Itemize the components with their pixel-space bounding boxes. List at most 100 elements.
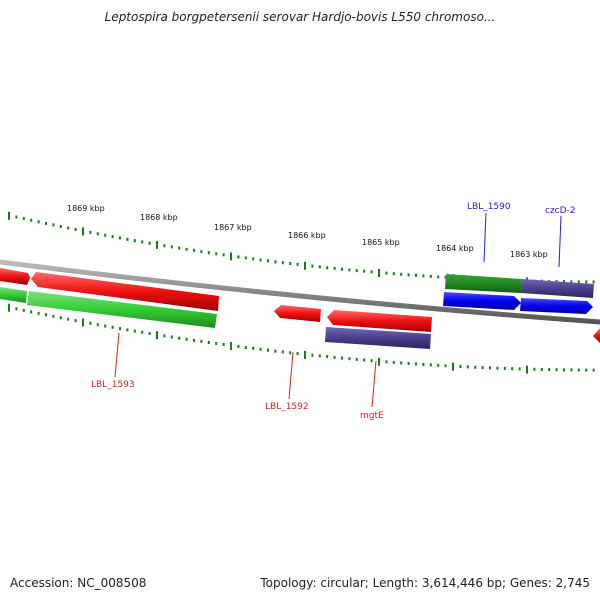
inner-tick-minor (30, 310, 33, 314)
outer-tick-minor (370, 270, 373, 274)
feature-lbl-1592[interactable] (274, 305, 321, 322)
inner-tick-minor (592, 368, 595, 372)
outer-tick-major (156, 240, 158, 249)
inner-tick-minor (407, 362, 410, 365)
inner-tick-minor (244, 346, 247, 349)
outer-tick-minor (577, 280, 580, 284)
outer-tick-minor (592, 280, 595, 284)
outer-tick-minor (563, 280, 565, 284)
outer-tick-minor (437, 275, 440, 279)
feature-red-left-top[interactable] (0, 268, 30, 285)
inner-tick-minor (489, 366, 491, 370)
inner-tick-minor (563, 368, 565, 372)
outer-tick-minor (15, 215, 18, 219)
outer-tick-minor (200, 250, 203, 254)
outer-tick-minor (126, 237, 129, 241)
inner-tick-major (8, 303, 10, 312)
feature-mgte-cds[interactable] (325, 327, 431, 349)
inner-tick-minor (481, 366, 484, 370)
inner-tick-major (156, 331, 158, 340)
inner-tick-minor (503, 366, 506, 370)
gene-label-mgte[interactable]: mgtE (360, 411, 384, 421)
feature-lbl-1590-cds[interactable] (445, 274, 522, 293)
inner-tick-minor (326, 355, 329, 359)
outer-tick-minor (444, 275, 447, 279)
outer-tick-minor (104, 233, 107, 237)
outer-tick-minor (59, 225, 62, 228)
gene-label-lbl-1590[interactable]: LBL_1590 (467, 202, 511, 212)
inner-tick-minor (570, 368, 573, 372)
inner-tick-minor (540, 368, 543, 371)
accession-text: Accession: NC_008508 (10, 576, 147, 590)
inner-tick-major (304, 350, 306, 359)
inner-tick-minor (67, 317, 70, 321)
leader-lbl-1590 (483, 212, 487, 263)
outer-tick-minor (222, 253, 225, 257)
inner-tick-minor (141, 330, 144, 334)
feature-red-right-edge[interactable] (593, 328, 600, 343)
outer-tick-minor (392, 272, 395, 276)
inner-tick-minor (415, 362, 417, 366)
inner-tick-minor (548, 368, 551, 372)
inner-tick-minor (459, 365, 462, 369)
inner-tick-minor (119, 327, 121, 331)
inner-tick-minor (585, 368, 588, 372)
gene-label-lbl-1593[interactable]: LBL_1593 (91, 380, 135, 390)
inner-tick-minor (252, 346, 255, 350)
outer-tick-minor (281, 261, 284, 265)
inner-tick-major (230, 342, 232, 350)
gene-label-lbl-1592[interactable]: LBL_1592 (265, 402, 309, 412)
inner-tick-minor (392, 360, 395, 364)
ruler-label-1867: 1867 kbp (214, 223, 252, 232)
outer-tick-minor (267, 259, 269, 263)
outer-tick-minor (252, 257, 255, 261)
inner-tick-minor (200, 339, 203, 343)
inner-tick-minor (311, 353, 314, 357)
inner-tick-minor (37, 311, 40, 315)
feature-czcd-2-gene[interactable] (520, 298, 593, 314)
outer-tick-minor (237, 255, 240, 259)
outer-tick-minor (215, 252, 218, 256)
feature-lbl-1593[interactable] (31, 272, 219, 311)
inner-tick-minor (533, 367, 536, 371)
inner-tick-minor (163, 334, 166, 338)
outer-tick-minor (170, 245, 173, 249)
inner-tick-minor (267, 348, 269, 352)
outer-tick-minor (207, 251, 210, 255)
inner-tick-minor (466, 365, 469, 369)
ruler-label-1868: 1868 kbp (140, 213, 178, 222)
outer-tick-minor (96, 232, 99, 236)
inner-tick-marks (8, 303, 595, 374)
inner-tick-minor (370, 359, 373, 363)
outer-tick-minor (355, 269, 358, 273)
ruler-label-1869: 1869 kbp (67, 204, 105, 213)
inner-tick-minor (474, 365, 477, 369)
gene-label-czcd-2[interactable]: czcD-2 (545, 206, 576, 216)
leader-lbl-1593 (114, 332, 120, 378)
outer-tick-major (230, 252, 232, 261)
inner-tick-minor (296, 352, 299, 356)
inner-tick-minor (437, 363, 440, 367)
inner-tick-minor (207, 341, 210, 344)
feature-lbl-1590-gene[interactable] (443, 292, 521, 310)
inner-tick-minor (59, 316, 62, 320)
outer-tick-minor (67, 226, 70, 230)
outer-tick-minor (163, 244, 166, 248)
outer-tick-minor (185, 247, 188, 251)
outer-tick-minor (570, 280, 573, 284)
feature-mgte[interactable] (327, 310, 432, 332)
inner-tick-major (526, 365, 528, 374)
feature-green-left[interactable] (0, 287, 27, 303)
inner-tick-minor (422, 362, 425, 366)
outer-tick-minor (119, 236, 121, 240)
feature-lbl-1593-cds[interactable] (27, 291, 217, 328)
inner-tick-minor (318, 354, 321, 358)
outer-tick-minor (274, 260, 277, 264)
feature-czcd-2-cds[interactable] (521, 279, 594, 298)
inner-tick-minor (289, 351, 292, 355)
outer-tick-minor (385, 271, 388, 275)
inner-tick-major (82, 318, 84, 327)
genome-backbone (0, 259, 600, 325)
inner-tick-minor (237, 345, 240, 348)
